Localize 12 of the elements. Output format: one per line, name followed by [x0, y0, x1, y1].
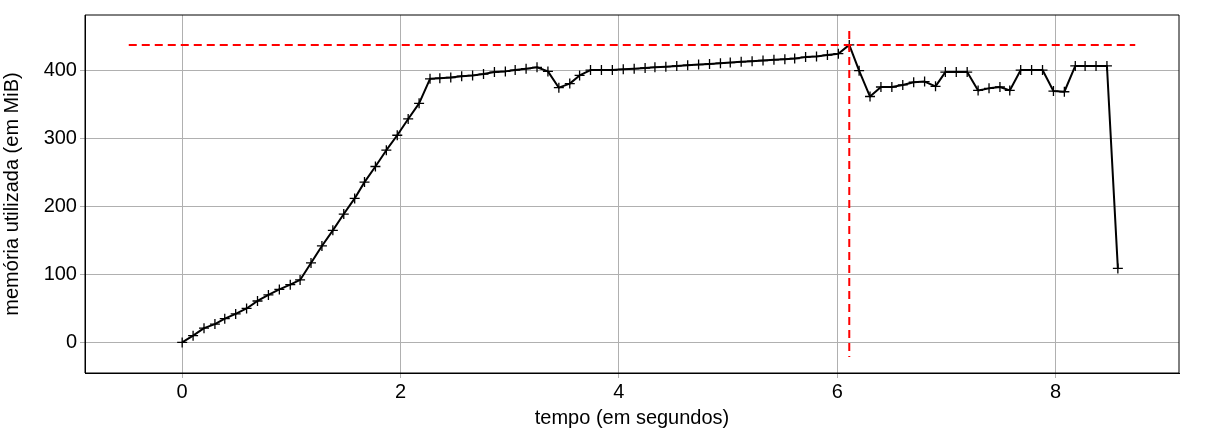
- y-tick-label: 300: [43, 126, 77, 149]
- x-axis-title: tempo (em segundos): [534, 405, 730, 428]
- y-tick-label: 200: [43, 194, 77, 217]
- x-tick-label: 6: [831, 379, 843, 402]
- x-tick-label: 8: [1050, 379, 1062, 402]
- x-tick-label: 2: [394, 379, 407, 402]
- y-tick-label: 100: [43, 262, 77, 285]
- y-axis-title: memória utilizada (em MiB): [0, 72, 22, 316]
- y-tick-label: 0: [65, 329, 77, 352]
- x-tick-label: 0: [176, 379, 188, 402]
- y-tick-label: 400: [43, 58, 77, 81]
- x-tick-label: 4: [613, 379, 625, 402]
